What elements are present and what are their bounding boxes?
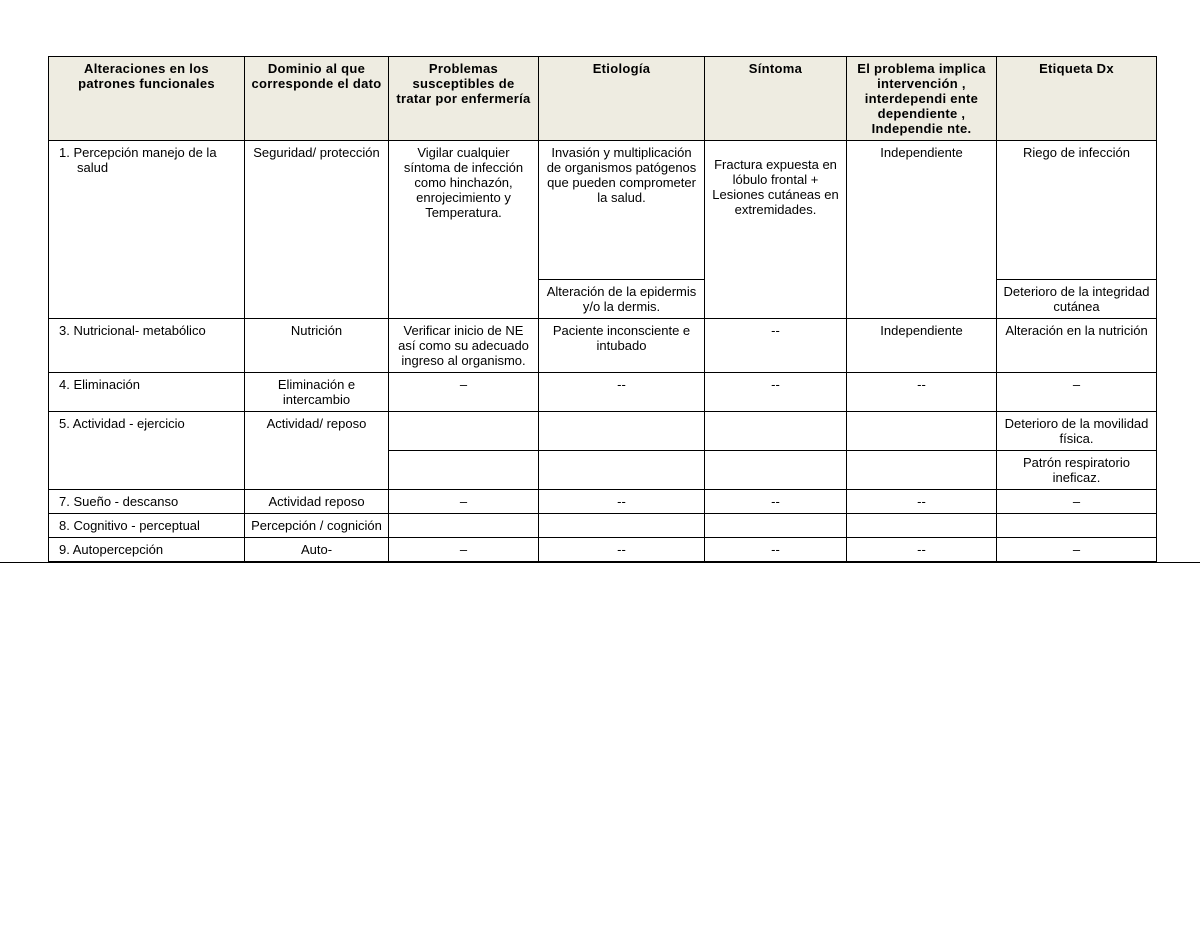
cell-r9c6: -- [847,538,997,562]
cell-r3c1: 3. Nutricional- metabólico [49,319,245,373]
cell-r4c6: -- [847,373,997,412]
cell-r9c5: -- [705,538,847,562]
col-sintoma: Síntoma [705,57,847,141]
table-row: 8. Cognitivo - perceptual Percepción / c… [49,514,1157,538]
cell-r1c7a: Riego de infección [997,141,1157,280]
cell-r8c3 [389,514,539,538]
cell-r9c7: – [997,538,1157,562]
cell-r4c7: – [997,373,1157,412]
col-alteraciones: Alteraciones en los patrones funcionales [49,57,245,141]
cell-r5c5b [705,451,847,490]
cell-r5c4a [539,412,705,451]
cell-r5c1: 5. Actividad - ejercicio [49,412,245,490]
cell-r8c7 [997,514,1157,538]
cell-r4c2: Eliminación e intercambio [245,373,389,412]
cell-r7c3: – [389,490,539,514]
table-row: 3. Nutricional- metabólico Nutrición Ver… [49,319,1157,373]
cell-r5c6b [847,451,997,490]
cell-r3c4: Paciente inconsciente e intubado [539,319,705,373]
cell-r8c5 [705,514,847,538]
table-row: 1. Percepción manejo de la salud Segurid… [49,141,1157,280]
cell-r1c3: Vigilar cualquier síntoma de infección c… [389,141,539,319]
cell-r1c5: Fractura expuesta en lóbulo frontal + Le… [705,141,847,319]
cell-r5c3a [389,412,539,451]
col-intervencion: El problema implica intervención , inter… [847,57,997,141]
cell-r9c4: -- [539,538,705,562]
col-problemas: Problemas susceptibles de tratar por enf… [389,57,539,141]
cell-r3c7: Alteración en la nutrición [997,319,1157,373]
table-row: 7. Sueño - descanso Actividad reposo – -… [49,490,1157,514]
page: Alteraciones en los patrones funcionales… [0,0,1200,562]
cell-r9c2: Auto- [245,538,389,562]
cell-r5c2: Actividad/ reposo [245,412,389,490]
cell-r5c6a [847,412,997,451]
cell-r1c7b: Deterioro de la integridad cutánea [997,280,1157,319]
table-header-row: Alteraciones en los patrones funcionales… [49,57,1157,141]
cell-r1c4a: Invasión y multiplicación de organismos … [539,141,705,280]
cell-r3c6: Independiente [847,319,997,373]
cell-r7c5: -- [705,490,847,514]
cell-r1c6: Independiente [847,141,997,319]
cell-r5c4b [539,451,705,490]
page-footer-rule [0,562,1200,563]
table-row: 5. Actividad - ejercicio Actividad/ repo… [49,412,1157,451]
cell-r4c1: 4. Eliminación [49,373,245,412]
cell-r8c4 [539,514,705,538]
functional-patterns-table: Alteraciones en los patrones funcionales… [48,56,1157,562]
cell-r4c3: – [389,373,539,412]
cell-r4c5: -- [705,373,847,412]
cell-r7c1: 7. Sueño - descanso [49,490,245,514]
cell-r3c2: Nutrición [245,319,389,373]
col-etiologia: Etiología [539,57,705,141]
cell-r9c3: – [389,538,539,562]
cell-r1c4b: Alteración de la epidermis y/o la dermis… [539,280,705,319]
cell-r7c7: – [997,490,1157,514]
cell-r5c5a [705,412,847,451]
cell-r8c6 [847,514,997,538]
cell-r7c6: -- [847,490,997,514]
cell-r1c1: 1. Percepción manejo de la salud [49,141,245,319]
cell-r9c1: 9. Autopercepción [49,538,245,562]
cell-r3c3: Verificar inicio de NE así como su adecu… [389,319,539,373]
cell-r1c2: Seguridad/ protección [245,141,389,319]
cell-r3c5: -- [705,319,847,373]
cell-r5c7a: Deterioro de la movilidad física. [997,412,1157,451]
cell-r8c2: Percepción / cognición [245,514,389,538]
cell-r5c3b [389,451,539,490]
col-dominio: Dominio al que corresponde el dato [245,57,389,141]
col-etiqueta-dx: Etiqueta Dx [997,57,1157,141]
cell-r5c7b: Patrón respiratorio ineficaz. [997,451,1157,490]
cell-r4c4: -- [539,373,705,412]
cell-r8c1: 8. Cognitivo - perceptual [49,514,245,538]
cell-r7c2: Actividad reposo [245,490,389,514]
cell-r7c4: -- [539,490,705,514]
table-row: 4. Eliminación Eliminación e intercambio… [49,373,1157,412]
table-row: 9. Autopercepción Auto- – -- -- -- – [49,538,1157,562]
